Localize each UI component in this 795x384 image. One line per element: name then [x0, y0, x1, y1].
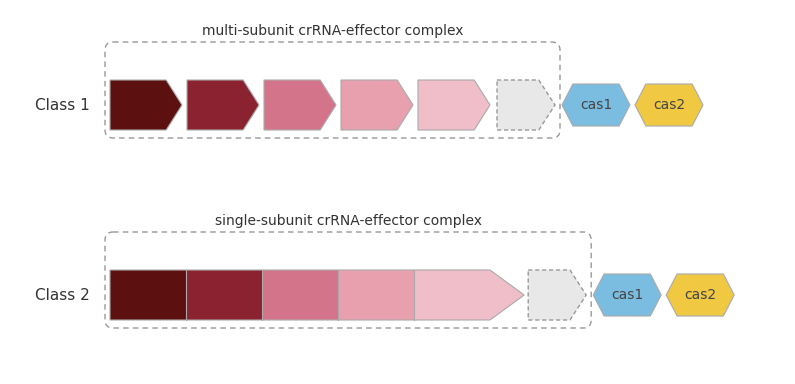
- Text: cas2: cas2: [653, 98, 685, 112]
- Polygon shape: [593, 274, 661, 316]
- Text: cas2: cas2: [684, 288, 716, 302]
- Bar: [262, 270, 338, 320]
- Polygon shape: [264, 80, 336, 130]
- Polygon shape: [562, 84, 630, 126]
- Polygon shape: [666, 274, 735, 316]
- Text: cas1: cas1: [580, 98, 612, 112]
- Polygon shape: [497, 80, 555, 130]
- Polygon shape: [414, 270, 524, 320]
- Text: Class 1: Class 1: [35, 98, 90, 113]
- Bar: [338, 270, 414, 320]
- Text: Class 2: Class 2: [35, 288, 90, 303]
- Polygon shape: [528, 270, 586, 320]
- Polygon shape: [187, 80, 259, 130]
- Polygon shape: [110, 80, 182, 130]
- Polygon shape: [418, 80, 490, 130]
- Text: cas1: cas1: [611, 288, 643, 302]
- Polygon shape: [341, 80, 413, 130]
- Polygon shape: [635, 84, 703, 126]
- Bar: [186, 270, 262, 320]
- Text: multi-subunit crRNA-effector complex: multi-subunit crRNA-effector complex: [202, 24, 463, 38]
- Text: single-subunit crRNA-effector complex: single-subunit crRNA-effector complex: [215, 214, 482, 228]
- Bar: [110, 270, 186, 320]
